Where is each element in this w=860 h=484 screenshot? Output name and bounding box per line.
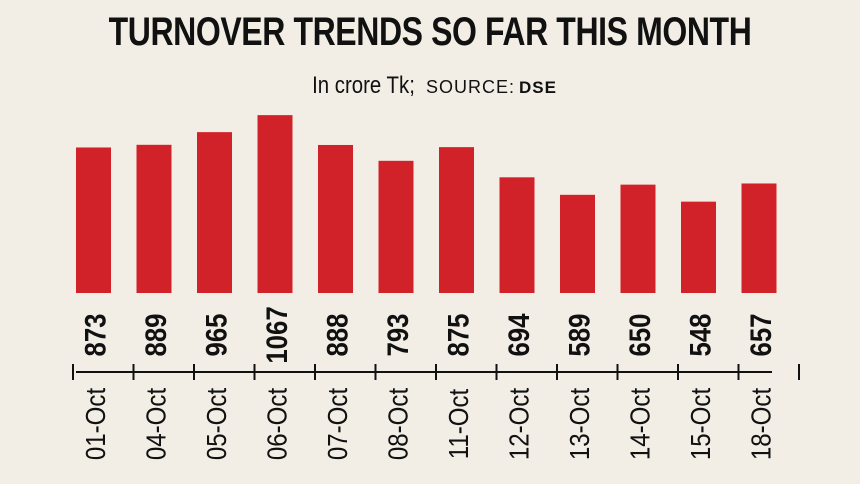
x-tick-label-04-Oct: 04-Oct — [140, 387, 172, 460]
bar-05-Oct — [197, 132, 232, 293]
value-label-04-Oct: 889 — [139, 313, 172, 356]
unit-label: In crore Tk; — [312, 72, 415, 99]
bar-08-Oct — [378, 160, 414, 293]
bar-07-Oct — [318, 144, 353, 293]
x-tick-label-18-Oct: 18-Oct — [745, 387, 777, 460]
x-tick-label-13-Oct: 13-Oct — [563, 387, 595, 460]
chart-title: TURNOVER TRENDS SO FAR THIS MONTH — [108, 10, 752, 54]
bar-18-Oct — [741, 183, 777, 293]
value-label-13-Oct: 589 — [563, 313, 596, 356]
bar-06-Oct — [257, 115, 293, 293]
value-label-08-Oct: 793 — [381, 313, 414, 356]
source-name: DSE — [518, 78, 557, 97]
x-tick-label-11-Oct: 11-Oct — [442, 388, 474, 459]
value-label-12-Oct: 694 — [502, 313, 535, 356]
x-tick-label-05-Oct: 05-Oct — [200, 387, 232, 460]
bar-12-Oct — [499, 177, 535, 293]
x-tick-label-15-Oct: 15-Oct — [684, 387, 716, 460]
source-label: SOURCE: — [425, 77, 515, 97]
value-label-01-Oct: 873 — [79, 313, 112, 356]
x-tick-label-07-Oct: 07-Oct — [321, 387, 353, 460]
bar-04-Oct — [136, 144, 172, 293]
value-label-18-Oct: 657 — [744, 313, 777, 356]
x-tick-label-06-Oct: 06-Oct — [261, 387, 293, 460]
bar-15-Oct — [681, 201, 716, 293]
value-labels-group: 873 889 965 1067 888 793 875 694 589 650 548 657 — [79, 306, 778, 363]
x-axis-labels-group: 01-Oct 04-Oct 05-Oct 06-Oct 07-Oct 08-Oct 11-O… — [79, 387, 777, 460]
x-tick-label-01-Oct: 01-Oct — [79, 387, 111, 460]
bar-01-Oct — [76, 147, 111, 293]
x-tick-label-08-Oct: 08-Oct — [382, 387, 414, 460]
value-label-07-Oct: 888 — [321, 313, 354, 356]
value-label-05-Oct: 965 — [200, 313, 233, 356]
value-label-06-Oct: 1067 — [260, 306, 293, 363]
bar-11-Oct — [439, 147, 474, 293]
bar-13-Oct — [560, 194, 595, 293]
value-label-14-Oct: 650 — [623, 313, 656, 356]
chart-subtitle: In crore Tk; SOURCE: DSE — [0, 72, 860, 100]
value-label-11-Oct: 875 — [442, 313, 475, 356]
x-tick-label-12-Oct: 12-Oct — [503, 387, 535, 460]
bars-group — [76, 115, 777, 293]
x-tick-label-14-Oct: 14-Oct — [624, 387, 656, 460]
x-axis-ticks-group — [72, 364, 800, 380]
value-label-15-Oct: 548 — [684, 313, 717, 356]
bar-14-Oct — [620, 184, 656, 293]
